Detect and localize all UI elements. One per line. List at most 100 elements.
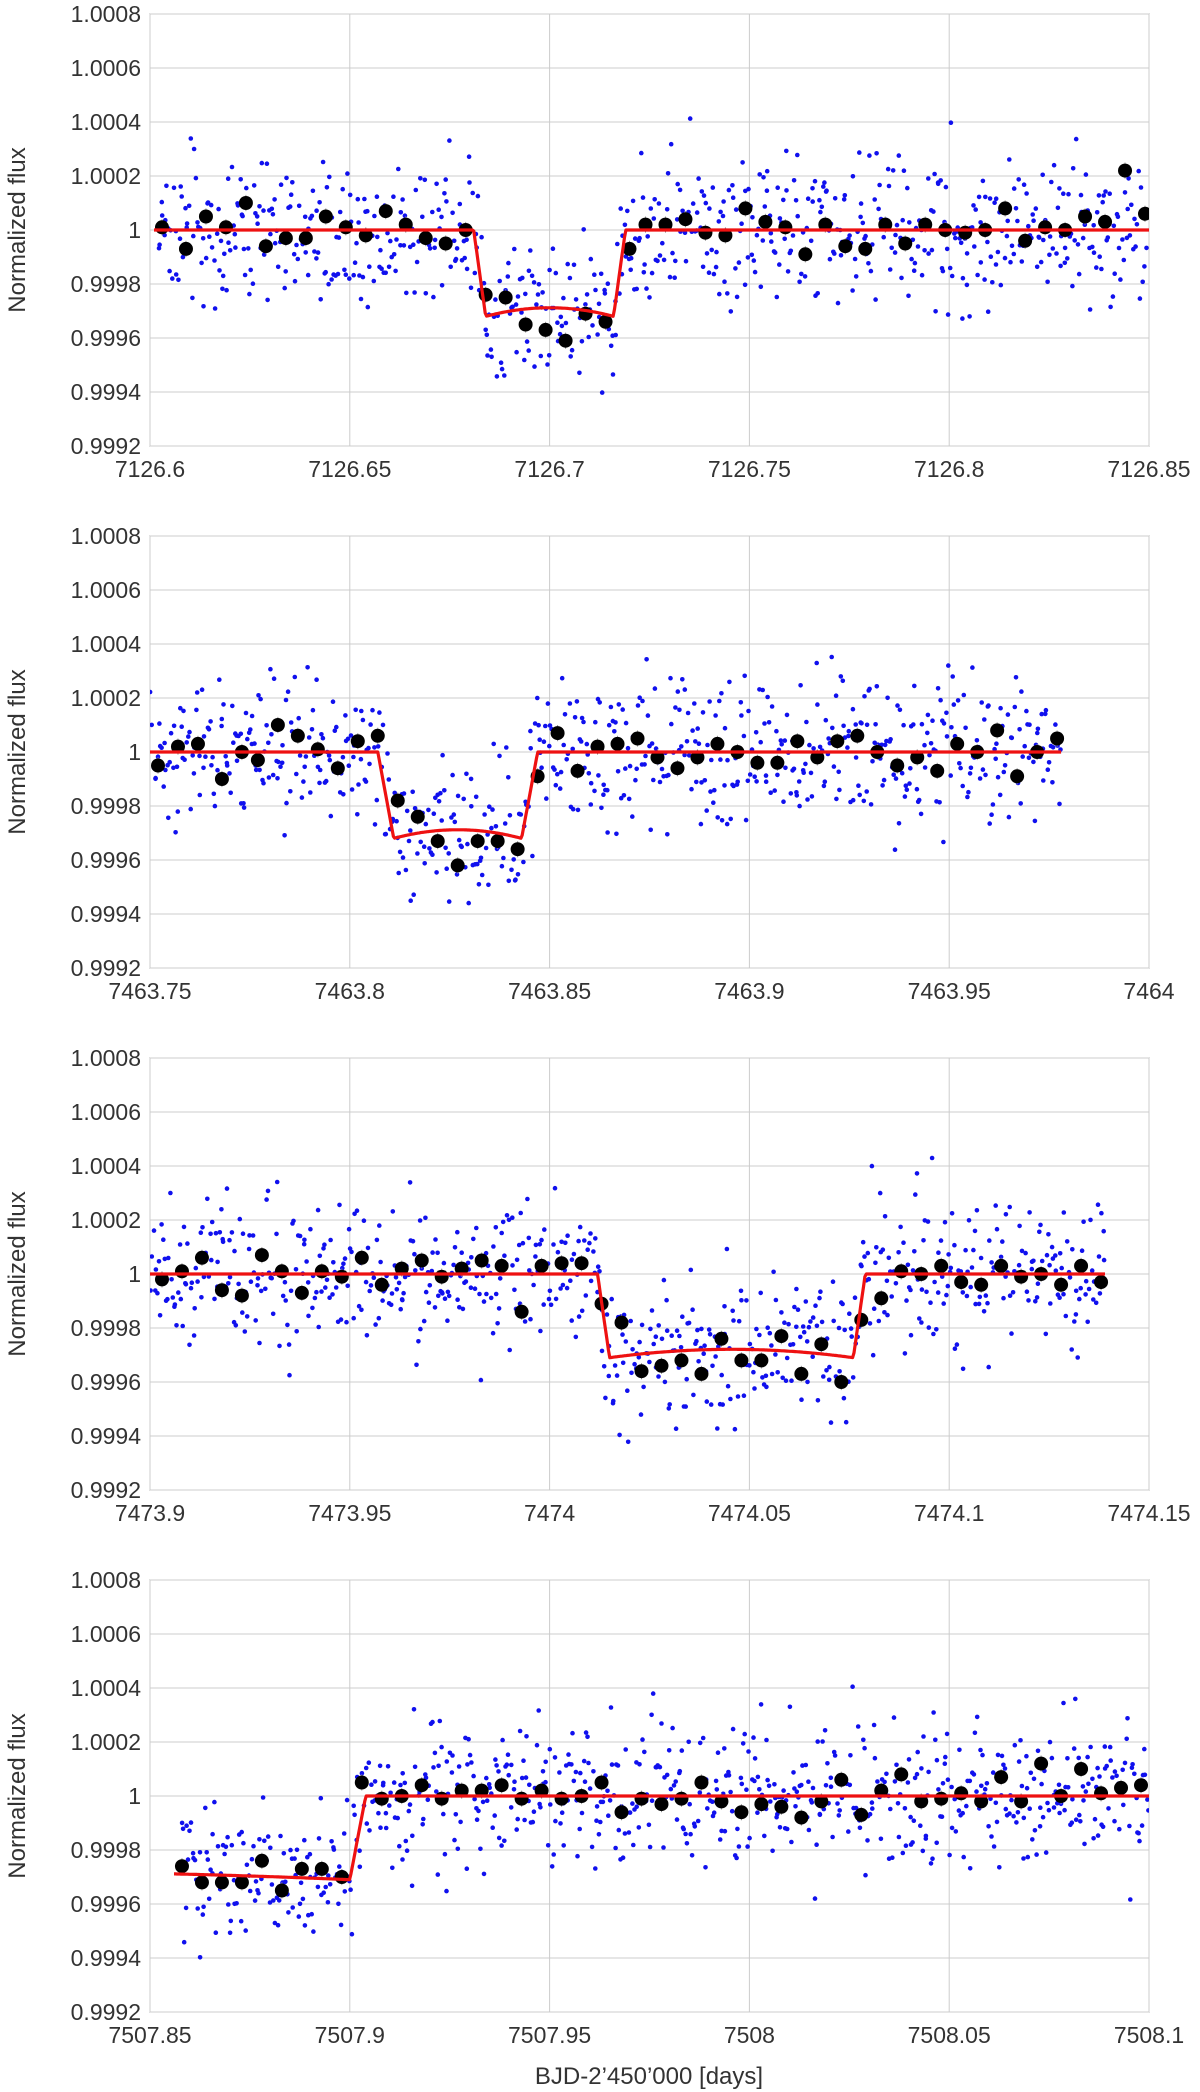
- raw-point: [797, 279, 802, 285]
- raw-point: [322, 1242, 327, 1247]
- x-tick-label: 7463.95: [908, 978, 991, 1004]
- raw-point: [1122, 190, 1128, 195]
- raw-point: [432, 1750, 438, 1756]
- raw-point: [1085, 1754, 1090, 1760]
- raw-point: [625, 745, 631, 751]
- raw-point: [918, 1823, 923, 1828]
- raw-point: [692, 701, 697, 706]
- raw-point: [362, 196, 367, 202]
- raw-point: [446, 851, 452, 856]
- raw-point: [1142, 1746, 1147, 1752]
- raw-point: [856, 783, 861, 788]
- raw-point: [1051, 1805, 1057, 1810]
- raw-point: [815, 702, 820, 707]
- raw-point: [1090, 244, 1095, 250]
- raw-point: [224, 287, 229, 293]
- raw-point: [696, 741, 702, 746]
- raw-point: [505, 274, 511, 279]
- raw-point: [323, 778, 329, 784]
- raw-point: [758, 1702, 764, 1707]
- raw-point: [444, 199, 449, 204]
- raw-point: [955, 698, 961, 703]
- raw-point: [781, 1788, 786, 1793]
- binned-point: [194, 1875, 209, 1890]
- raw-point: [1012, 1742, 1018, 1748]
- binned-point: [934, 1791, 949, 1806]
- raw-point: [949, 1784, 954, 1790]
- raw-point: [642, 262, 647, 267]
- raw-point: [291, 251, 297, 257]
- raw-point: [191, 1333, 197, 1338]
- raw-point: [231, 740, 236, 745]
- raw-point: [736, 1844, 742, 1849]
- raw-point: [564, 757, 569, 762]
- raw-point: [850, 288, 855, 293]
- binned-point: [258, 239, 273, 254]
- raw-point: [683, 1404, 688, 1409]
- raw-point: [473, 794, 479, 800]
- raw-point: [707, 699, 712, 704]
- raw-point: [559, 1810, 565, 1815]
- binned-point: [934, 1258, 949, 1273]
- raw-point: [714, 1787, 720, 1792]
- raw-point: [466, 1736, 471, 1742]
- raw-point: [751, 258, 757, 263]
- raw-point: [366, 745, 371, 751]
- raw-point: [893, 232, 898, 238]
- raw-point: [570, 806, 576, 812]
- raw-point: [620, 1360, 626, 1366]
- raw-point: [668, 1786, 674, 1792]
- raw-point: [183, 1282, 189, 1287]
- raw-point: [720, 1402, 725, 1407]
- raw-point: [806, 1324, 812, 1330]
- raw-point: [659, 766, 665, 772]
- raw-point: [505, 1752, 511, 1757]
- raw-point: [434, 1789, 439, 1794]
- raw-point: [548, 1802, 553, 1807]
- raw-point: [1016, 1262, 1022, 1268]
- raw-point: [769, 239, 774, 244]
- raw-point: [687, 116, 693, 121]
- raw-point: [343, 272, 349, 278]
- raw-point: [725, 757, 730, 763]
- raw-point: [751, 1735, 756, 1740]
- raw-point: [1032, 1828, 1038, 1833]
- raw-point: [176, 277, 181, 283]
- binned-point: [614, 1805, 629, 1820]
- raw-point: [994, 1819, 1000, 1825]
- raw-point: [699, 780, 704, 785]
- raw-point: [256, 1890, 261, 1896]
- y-tick-label: 1.0004: [71, 109, 142, 135]
- raw-point: [794, 1789, 800, 1794]
- raw-point: [484, 1775, 489, 1781]
- raw-point: [386, 264, 392, 270]
- raw-point: [803, 761, 808, 767]
- raw-point: [954, 1342, 960, 1347]
- raw-point: [818, 1289, 823, 1294]
- raw-point: [958, 240, 964, 246]
- binned-point: [814, 1337, 829, 1352]
- raw-point: [553, 1296, 559, 1302]
- raw-point: [450, 772, 455, 778]
- raw-point: [762, 204, 768, 209]
- raw-point: [465, 841, 470, 847]
- raw-point: [356, 1303, 362, 1309]
- raw-point: [349, 1249, 354, 1255]
- raw-point: [1016, 177, 1021, 182]
- raw-point: [719, 1828, 724, 1834]
- raw-point: [700, 710, 706, 715]
- raw-point: [478, 1377, 484, 1383]
- raw-point: [252, 1898, 258, 1903]
- raw-point: [683, 1831, 688, 1837]
- raw-point: [809, 1800, 815, 1805]
- raw-point: [862, 694, 867, 699]
- raw-point: [890, 1855, 895, 1860]
- raw-point: [745, 1844, 750, 1849]
- binned-point: [338, 220, 353, 235]
- raw-point: [682, 752, 687, 758]
- raw-point: [524, 1734, 529, 1739]
- raw-point: [967, 1866, 973, 1871]
- raw-point: [321, 1890, 327, 1895]
- raw-point: [396, 870, 402, 876]
- raw-point: [728, 1789, 733, 1795]
